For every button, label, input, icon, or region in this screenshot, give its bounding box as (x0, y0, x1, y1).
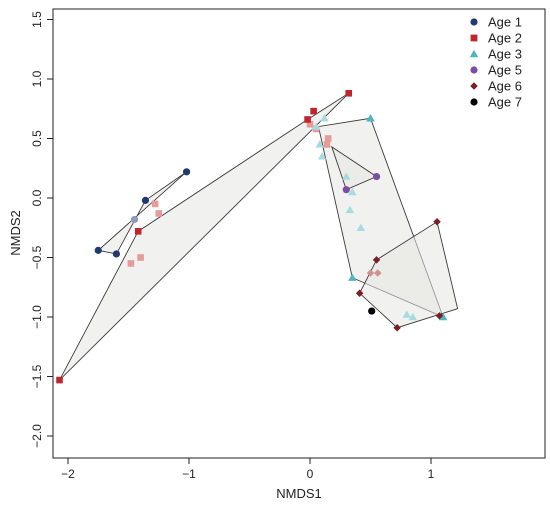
data-point-age-3 (356, 223, 366, 231)
data-point-age-3 (320, 114, 329, 122)
y-axis-title: NMDS2 (8, 210, 23, 256)
data-point-age-2 (304, 116, 311, 123)
legend-label-age-1: Age 1 (488, 15, 522, 30)
y-tick-label: 0.5 (30, 130, 44, 147)
y-tick-label: 1.5 (30, 11, 44, 28)
data-point-age-2 (155, 210, 163, 217)
data-point-age-3 (317, 152, 327, 160)
hull-layer (59, 92, 459, 381)
data-point-age-1 (112, 250, 120, 258)
data-point-age-3 (342, 172, 351, 180)
x-axis-title: NMDS1 (276, 486, 322, 501)
data-point-age-2 (151, 200, 159, 208)
data-point-age-6 (372, 256, 381, 264)
y-tick-label: 0.0 (30, 189, 44, 206)
data-point-age-1 (94, 246, 102, 254)
y-tick-label: 1.0 (30, 70, 44, 87)
legend-marker-age-5 (470, 66, 478, 74)
points-layer (56, 89, 448, 384)
data-point-age-6 (433, 218, 441, 226)
data-point-age-6 (355, 289, 364, 297)
x-tick-label: −1 (182, 467, 196, 481)
data-point-age-6 (374, 269, 382, 277)
legend-label-age-5: Age 5 (488, 63, 522, 78)
data-point-age-2 (127, 260, 135, 267)
data-point-age-5 (342, 186, 350, 194)
data-point-age-2 (345, 89, 353, 97)
legend-label-age-2: Age 2 (488, 31, 522, 46)
plot-frame (52, 8, 546, 459)
data-point-age-3 (438, 312, 448, 321)
data-point-age-2 (324, 135, 332, 142)
legend-label-age-3: Age 3 (488, 47, 522, 62)
x-axis: −2 −1 0 1 (61, 458, 435, 481)
legend-marker-age-1 (470, 18, 478, 26)
data-point-age-2 (310, 107, 317, 115)
data-point-age-3 (315, 140, 324, 148)
data-point-age-6 (366, 269, 375, 277)
hull-age-2 (59, 92, 350, 381)
data-point-age-2 (306, 120, 314, 128)
data-point-age-6 (393, 323, 401, 332)
hull-age-6 (359, 221, 459, 329)
x-tick-label: 1 (428, 467, 435, 481)
data-point-age-3 (348, 187, 357, 196)
data-point-age-1 (141, 196, 150, 204)
data-point-age-1 (182, 168, 191, 176)
data-point-age-2 (56, 376, 63, 384)
legend-marker-age-6 (470, 82, 478, 90)
data-point-age-3 (408, 312, 418, 321)
data-point-age-3 (348, 273, 357, 281)
data-point-age-2 (134, 228, 142, 235)
data-point-age-3 (366, 114, 375, 122)
x-tick-label: 0 (307, 467, 314, 481)
data-point-age-1 (130, 215, 139, 224)
x-tick-label: −2 (61, 467, 75, 481)
legend-label-age-6: Age 6 (488, 79, 522, 94)
data-point-age-6 (435, 312, 444, 320)
data-point-age-3 (311, 122, 321, 130)
y-tick-label: −0.5 (30, 245, 44, 269)
y-tick-label: −2.0 (30, 424, 44, 448)
data-point-age-3 (345, 205, 355, 214)
legend-marker-age-7 (470, 98, 478, 106)
y-axis: 1.5 1.0 0.5 0.0 −0.5 −1.0 −1.5 −2.0 (30, 11, 53, 448)
y-tick-label: −1.0 (30, 305, 44, 329)
data-point-age-2 (137, 254, 144, 261)
data-point-age-2 (323, 141, 331, 148)
legend-marker-age-2 (470, 34, 478, 42)
data-point-age-5 (372, 172, 381, 181)
legend-marker-age-3 (469, 49, 479, 58)
legend-label-age-7: Age 7 (488, 95, 522, 110)
y-tick-label: −1.5 (30, 364, 44, 388)
data-point-age-7 (368, 307, 376, 315)
data-point-age-3 (402, 310, 412, 318)
